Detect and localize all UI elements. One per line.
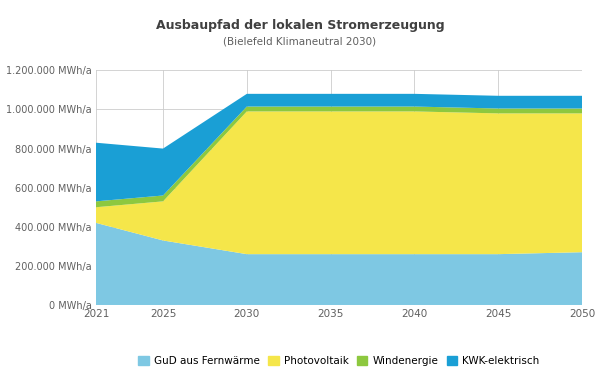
Text: Ausbaupfad der lokalen Stromerzeugung: Ausbaupfad der lokalen Stromerzeugung [155, 19, 445, 32]
Text: (Bielefeld Klimaneutral 2030): (Bielefeld Klimaneutral 2030) [223, 36, 377, 46]
Legend: GuD aus Fernwärme, Photovoltaik, Windenergie, KWK-elektrisch: GuD aus Fernwärme, Photovoltaik, Windene… [134, 352, 544, 370]
